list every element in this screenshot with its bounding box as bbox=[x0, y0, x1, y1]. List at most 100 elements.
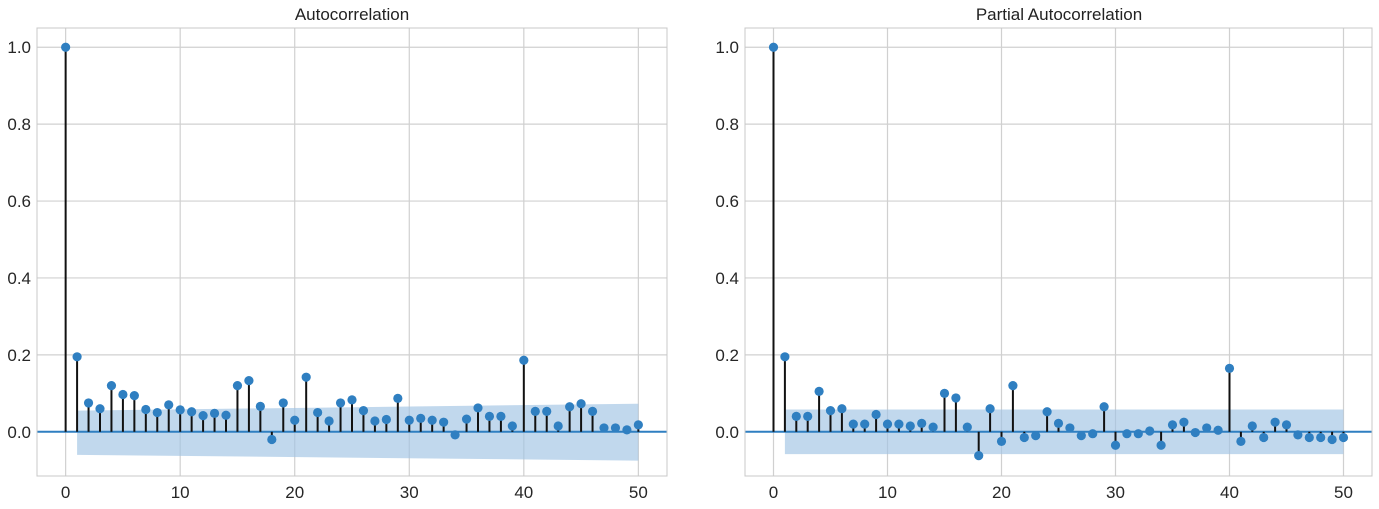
stem-marker bbox=[313, 407, 323, 418]
stem-marker bbox=[599, 423, 609, 433]
stem-marker bbox=[507, 421, 517, 431]
stem-marker bbox=[974, 451, 984, 461]
stem-marker bbox=[473, 403, 483, 413]
stem-marker bbox=[358, 406, 369, 416]
stem-marker bbox=[267, 434, 277, 445]
stem-marker bbox=[255, 401, 265, 411]
stem-marker bbox=[1145, 426, 1155, 436]
stem-marker bbox=[1202, 423, 1212, 433]
y-tick-label: 0.4 bbox=[715, 269, 739, 288]
x-tick-label: 50 bbox=[629, 483, 648, 502]
stem-marker bbox=[484, 411, 495, 421]
stem-marker bbox=[381, 414, 391, 425]
stem-marker bbox=[324, 416, 334, 426]
stem-marker bbox=[1019, 432, 1029, 443]
stem-marker bbox=[553, 421, 563, 431]
stem-marker bbox=[1053, 418, 1064, 428]
stem-marker bbox=[72, 352, 82, 362]
stem-marker bbox=[290, 415, 300, 425]
stem-marker bbox=[791, 411, 801, 421]
stem-marker bbox=[1293, 430, 1303, 440]
stem-marker bbox=[152, 407, 162, 418]
stem-marker bbox=[1122, 429, 1132, 439]
stem-marker bbox=[496, 411, 506, 421]
autocorrelation-panel: Autocorrelation 0 10 20 30 40 50 0.0 0.2 0.4 0.6 0… bbox=[7, 5, 668, 502]
y-tick-label: 0.8 bbox=[7, 115, 31, 134]
stem-marker bbox=[301, 372, 311, 382]
stem-marker bbox=[996, 436, 1007, 446]
plot-area bbox=[745, 28, 1372, 476]
stem-marker bbox=[1338, 432, 1349, 443]
stem-marker bbox=[1270, 417, 1280, 427]
y-tick-label: 0.0 bbox=[715, 423, 739, 442]
x-tick-label: 0 bbox=[769, 483, 778, 502]
stem-marker bbox=[917, 418, 927, 428]
stem-marker bbox=[439, 417, 449, 427]
stem-marker bbox=[1031, 431, 1041, 441]
stem-marker bbox=[1316, 432, 1326, 443]
stem-marker bbox=[860, 419, 870, 429]
y-tick-label: 0.2 bbox=[7, 346, 31, 365]
stem-marker bbox=[622, 425, 632, 435]
stem-marker bbox=[1213, 425, 1223, 435]
x-tick-label: 30 bbox=[1106, 483, 1125, 502]
x-tick-label: 20 bbox=[992, 483, 1011, 502]
stem-marker bbox=[118, 389, 128, 400]
stem-marker bbox=[768, 42, 779, 52]
stem-marker bbox=[939, 388, 950, 398]
stem-marker bbox=[519, 355, 529, 365]
stem-marker bbox=[61, 42, 71, 52]
stem-marker bbox=[221, 410, 231, 420]
stem-marker bbox=[141, 404, 151, 415]
y-tick-label: 0.4 bbox=[7, 269, 31, 288]
stem-marker bbox=[1088, 429, 1098, 439]
x-tick-label: 40 bbox=[1220, 483, 1239, 502]
x-tick-label: 10 bbox=[878, 483, 897, 502]
stem-marker bbox=[1327, 434, 1337, 445]
stem-marker bbox=[803, 411, 813, 421]
stem-marker bbox=[848, 419, 858, 429]
y-tick-label: 0.6 bbox=[715, 192, 739, 211]
x-tick-label: 0 bbox=[61, 483, 70, 502]
stem-marker bbox=[1304, 432, 1314, 443]
partial-autocorrelation-title: Partial Autocorrelation bbox=[976, 5, 1142, 24]
stem-marker bbox=[825, 406, 836, 416]
stem-marker bbox=[1076, 431, 1086, 441]
stem-marker bbox=[461, 414, 472, 424]
stem-marker bbox=[129, 391, 139, 401]
x-tick-label: 30 bbox=[400, 483, 419, 502]
stem-marker bbox=[780, 352, 790, 362]
stem-marker bbox=[393, 393, 403, 403]
stem-marker bbox=[1110, 440, 1121, 450]
stem-marker bbox=[244, 376, 254, 386]
stem-marker bbox=[894, 419, 904, 429]
stem-marker bbox=[905, 421, 915, 431]
stem-marker bbox=[1167, 420, 1178, 430]
autocorrelation-title: Autocorrelation bbox=[295, 5, 409, 24]
stem-marker bbox=[1236, 436, 1246, 446]
stem-marker bbox=[1042, 407, 1052, 417]
stem-marker bbox=[209, 408, 220, 418]
stem-marker bbox=[232, 381, 243, 391]
stem-marker bbox=[1259, 432, 1269, 443]
stem-marker bbox=[370, 416, 380, 426]
y-tick-label: 1.0 bbox=[715, 38, 739, 57]
x-tick-label: 50 bbox=[1334, 483, 1353, 502]
stem-marker bbox=[404, 415, 414, 425]
partial-autocorrelation-panel: Partial Autocorrelation 0 10 20 30 40 50 0.0 0.… bbox=[715, 5, 1373, 502]
stem-marker bbox=[610, 423, 621, 433]
x-tick-label: 10 bbox=[171, 483, 190, 502]
stem-marker bbox=[985, 404, 995, 414]
y-tick-label: 0.6 bbox=[7, 192, 31, 211]
stem-marker bbox=[427, 415, 437, 425]
stem-marker bbox=[1133, 429, 1143, 439]
stem-marker bbox=[587, 406, 598, 416]
stem-marker bbox=[83, 398, 94, 408]
stem-marker bbox=[1281, 420, 1292, 430]
stem-marker bbox=[450, 430, 460, 440]
stem-marker bbox=[416, 413, 426, 423]
stem-marker bbox=[1008, 381, 1018, 391]
stem-marker bbox=[335, 398, 346, 408]
